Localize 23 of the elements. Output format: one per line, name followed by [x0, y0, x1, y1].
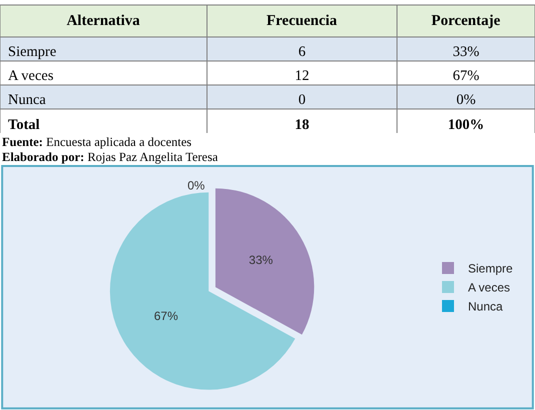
category-label: Siempre — [8, 44, 56, 60]
legend-label: Siempre — [468, 262, 514, 276]
category-label: Nunca — [8, 92, 46, 108]
data-label: 33% — [248, 253, 274, 268]
text: Alternativa — [66, 13, 140, 29]
data-label: 6 — [298, 44, 306, 60]
data-label: 0 — [298, 92, 306, 108]
series-label: Frecuencia — [266, 13, 338, 29]
text: 0% — [187, 178, 205, 192]
legend-label: A veces — [468, 280, 510, 295]
data-label: 33% — [452, 44, 480, 60]
series-label: Porcentaje — [431, 13, 501, 29]
category-label: A veces — [8, 68, 54, 84]
data-label: 0% — [456, 92, 476, 108]
data-label: 67% — [452, 68, 480, 84]
category-label: Total — [8, 117, 40, 133]
data-label: 18 — [294, 117, 310, 133]
data-label: 67% — [154, 309, 178, 324]
legend-label: Nunca — [468, 300, 504, 314]
data-label: 100% — [448, 117, 484, 133]
source-note: Fuente: Encuesta aplicada a docentes — [2, 135, 192, 149]
text: Elaborado por: Rojas Paz Angelita Teresa — [2, 150, 218, 164]
data-label: 12 — [294, 68, 310, 84]
